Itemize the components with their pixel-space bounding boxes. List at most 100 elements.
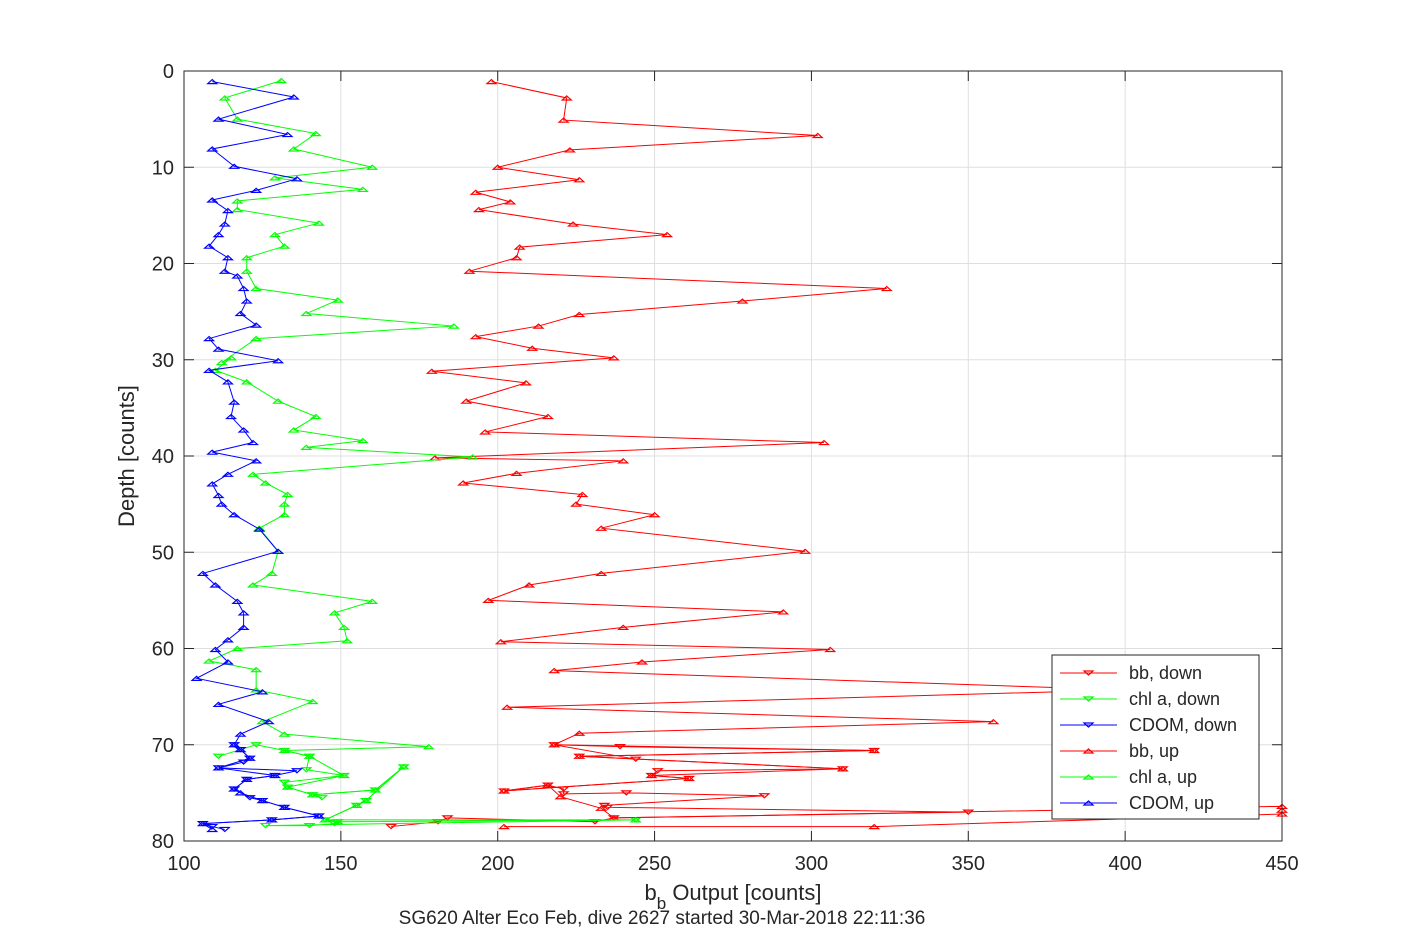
data-point-chl-a-up [240,379,253,385]
data-point-bb-down [758,793,771,799]
data-point-bb-up [501,704,514,710]
data-point-chl-a-up [268,231,282,238]
x-tick-label: 300 [795,853,828,875]
data-point-bb-up [595,570,608,577]
data-point-cdom-up [228,163,241,169]
data-point-bb-up [573,311,586,318]
data-point-chl-a-up [341,637,354,644]
data-point-bb-up [504,199,517,205]
data-point-chl-a-up [272,398,285,404]
data-point-cdom-up [265,816,278,823]
series-line-bb-up [431,81,1283,828]
data-point-cdom-up [256,688,269,695]
data-point-bb-up [595,525,608,531]
data-point-chl-a-down [259,822,272,829]
x-axis-label-base: b [644,880,656,905]
data-point-cdom-up [256,797,269,804]
data-point-cdom-up [212,346,225,352]
legend-marker [1082,670,1095,676]
data-point-chl-a-up [281,784,294,790]
data-point-bb-up [532,323,545,329]
data-point-chl-a-up [250,666,263,673]
data-point-bb-up [648,511,661,518]
data-point-chl-a-up [331,818,344,825]
data-point-cdom-up [228,399,241,405]
y-tick-label: 0 [163,61,174,83]
data-point-bb-up [497,823,511,830]
data-point-cdom-up [196,570,209,577]
data-point-cdom-up [221,471,234,477]
data-point-cdom-up [290,175,304,182]
legend-marker [1082,774,1095,780]
data-point-chl-a-down [278,779,291,786]
data-point-chl-a-up [275,77,288,84]
data-point-chl-a-up [309,413,322,420]
data-point-bb-down [651,768,664,774]
data-point-bb-up [497,788,511,794]
data-point-bb-up [541,413,554,420]
x-tick-label: 200 [481,853,514,875]
data-point-cdom-up [250,322,263,328]
data-point-cdom-up [234,731,247,737]
data-point-chl-a-up [331,297,344,303]
data-point-cdom-up [212,765,225,771]
data-point-cdom-up [203,243,216,249]
legend-label: CDOM, up [1129,793,1214,813]
data-point-bb-up [523,582,536,588]
data-point-cdom-up [272,548,285,554]
y-tick-label: 10 [152,157,174,179]
data-point-chl-a-up [422,743,435,750]
x-tick-label: 350 [952,853,985,875]
data-point-chl-a-up [240,268,253,274]
data-point-chl-a-up [319,816,332,823]
data-point-cdom-up [312,813,325,819]
data-point-cdom-down [206,823,219,830]
x-axis-label: bb Output [counts] [644,880,821,913]
data-point-bb-up [494,638,507,645]
legend-marker [1082,722,1095,728]
legend-box [1051,654,1260,820]
data-point-bb-up [425,368,438,374]
axis-ticks [183,70,1283,842]
data-point-chl-a-up [369,787,382,793]
data-point-cdom-up [212,701,225,707]
data-point-cdom-up [203,367,216,373]
data-point-cdom-up [287,94,300,100]
data-point-cdom-up [281,131,294,138]
data-point-cdom-up [246,439,260,446]
data-point-bb-up [469,333,482,340]
data-point-cdom-up [203,335,216,342]
data-point-cdom-down [290,768,304,774]
data-point-chl-a-up [256,718,269,725]
data-point-bb-up [570,501,583,507]
data-point-cdom-up [231,598,244,604]
data-point-bb-up [607,354,620,361]
x-tick-label: 100 [167,853,200,875]
data-point-bb-up [811,132,824,139]
data-point-bb-up [510,254,523,261]
legend-label: chl a, down [1129,689,1220,709]
data-point-chl-a-up [240,254,253,261]
data-point-chl-a-up [300,310,313,317]
x-tick-label: 150 [324,853,357,875]
x-tick-label: 400 [1108,853,1141,875]
data-point-chl-a-up [300,444,313,450]
legend-item-chl-a-down: chl a, down [1060,689,1220,709]
data-point-chl-a-up [231,206,244,213]
data-point-cdom-up [237,427,250,433]
data-point-cdom-up [196,820,209,827]
data-point-bb-up [485,78,498,85]
data-point-bb-up [836,765,849,772]
data-point-bb-up [548,741,561,748]
data-point-cdom-up [206,78,219,85]
data-point-bb-up [513,244,526,250]
data-point-bb-up [526,345,539,351]
legend-marker [1082,748,1095,754]
data-point-chl-a-up [447,323,460,329]
data-point-chl-a-up [281,491,294,498]
data-point-bb-down [441,815,454,821]
data-point-cdom-up [206,826,219,833]
y-tick-label: 30 [152,350,174,372]
legend-marker [1082,696,1095,702]
data-point-chl-a-up [231,116,244,122]
